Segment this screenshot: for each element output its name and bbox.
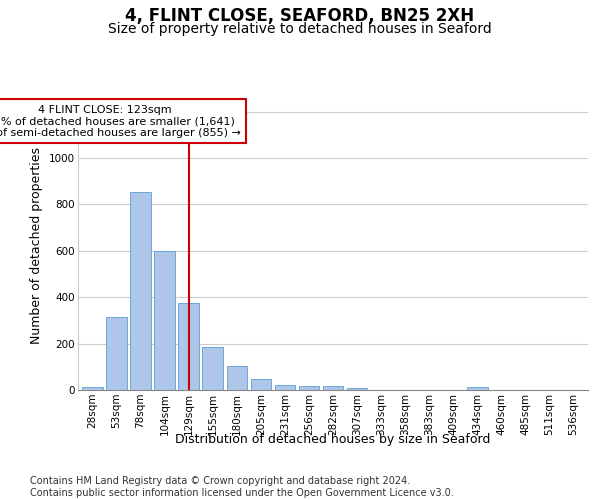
Bar [227,366,247,390]
Text: Size of property relative to detached houses in Seaford: Size of property relative to detached ho… [108,22,492,36]
Text: Distribution of detached houses by size in Seaford: Distribution of detached houses by size … [175,432,491,446]
Bar [178,303,199,390]
Text: 4, FLINT CLOSE, SEAFORD, BN25 2XH: 4, FLINT CLOSE, SEAFORD, BN25 2XH [125,8,475,26]
Text: 4 FLINT CLOSE: 123sqm
← 65% of detached houses are smaller (1,641)
34% of semi-d: 4 FLINT CLOSE: 123sqm ← 65% of detached … [0,104,241,138]
Bar [106,317,127,390]
Bar [82,386,103,390]
Y-axis label: Number of detached properties: Number of detached properties [31,146,43,344]
Bar [275,386,295,390]
Bar [323,386,343,390]
Bar [154,251,175,390]
Bar [347,388,367,390]
Text: Contains HM Land Registry data © Crown copyright and database right 2024.
Contai: Contains HM Land Registry data © Crown c… [30,476,454,498]
Bar [467,387,488,390]
Bar [251,379,271,390]
Bar [202,347,223,390]
Bar [299,386,319,390]
Bar [130,192,151,390]
